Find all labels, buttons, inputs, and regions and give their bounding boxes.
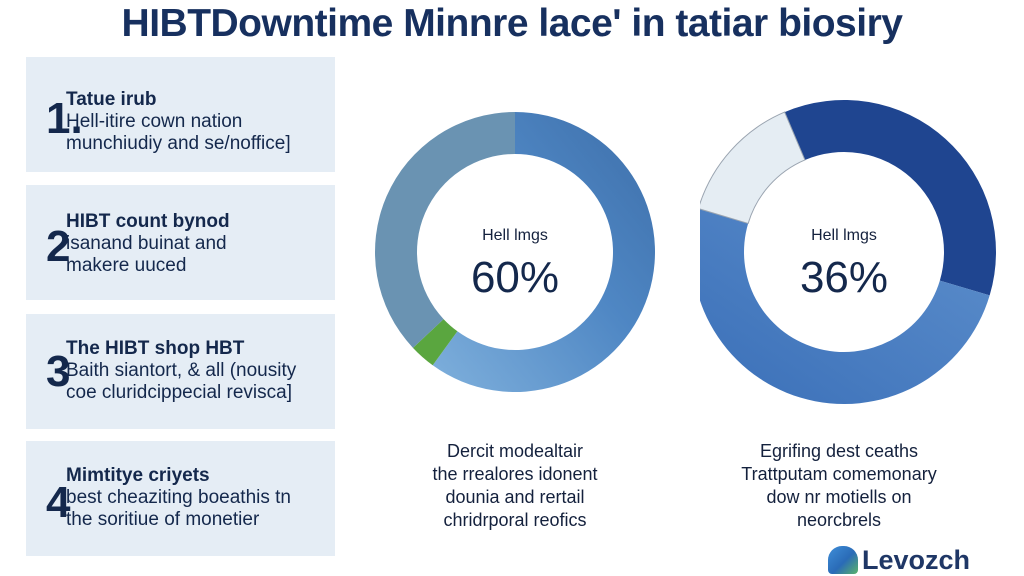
donut-center-label: Hell lmgs [482, 227, 548, 244]
donut-slice-dark-blue [784, 99, 996, 296]
donut-chart-2: Hell lmgs 36% [700, 99, 996, 404]
donut-center-value: 60% [471, 253, 559, 302]
panel-line: best cheaziting boeathis tn [66, 487, 291, 508]
logo-icon [828, 546, 858, 574]
donut-caption-1: Dercit modealtair the rrealores idonent … [365, 440, 665, 532]
donut-slice-grey-blue [375, 112, 515, 348]
caption-line: Dercit modealtair [446, 441, 584, 461]
panel-number: 4 [46, 478, 71, 527]
donut-slice-light [700, 111, 806, 225]
panel-title: Mimtitye criyets [66, 465, 210, 486]
caption-line: Egrifing dest ceaths [759, 441, 919, 461]
caption-line: Trattputam comemonary [741, 464, 937, 484]
panel-title: HIBT count bynod [66, 211, 230, 232]
donut-slice-green [412, 319, 458, 366]
caption-line: the rrealores idonent [432, 464, 598, 484]
info-panel-4: 4 Mimtitye criyets best cheaziting boeat… [26, 441, 335, 556]
panel-line: Hell-itire cown nation [66, 111, 243, 132]
page-title: HIBTDowntime Minnre lace' in tatiar bios… [121, 2, 903, 45]
panel-number: 2 [46, 222, 71, 271]
panel-number: 1. [46, 94, 83, 143]
donut-slice-blue [432, 112, 655, 392]
donut-caption-2: Egrifing dest ceaths Trattputam comemona… [689, 440, 989, 532]
donut-chart-1: Hell lmgs 60% [375, 112, 655, 392]
caption-line: dounia and rertail [445, 487, 585, 507]
panel-line: makere uuced [66, 255, 187, 276]
panel-number: 3 [46, 347, 71, 396]
caption-line: neorcbrels [796, 510, 882, 530]
panel-line: coe cluridcippecial revisca] [66, 382, 292, 403]
panel-title: Tatue irub [66, 89, 157, 110]
caption-line: chridrporal reofics [443, 510, 587, 530]
panel-line: the soritiue of monetier [66, 509, 260, 530]
info-panel-1: 1. Tatue irub Hell-itire cown nation mun… [26, 57, 335, 172]
info-panel-2: 2 HIBT count bynod isanand buinat and ma… [26, 185, 335, 300]
panel-line: Baith siantort, & all (nousity [66, 360, 297, 381]
brand-logo: Levozch [828, 544, 970, 576]
donut-slice-mid-blue [700, 209, 990, 404]
info-panel-3: 3 The HIBT shop HBT Baith siantort, & al… [26, 314, 335, 429]
panel-title: The HIBT shop HBT [66, 338, 245, 359]
donut-center-label: Hell lmgs [811, 227, 877, 244]
caption-line: dow nr motiells on [766, 487, 912, 507]
panel-line: isanand buinat and [66, 233, 227, 254]
panel-line: munchiudiy and se/noffice] [66, 133, 291, 154]
donut-center-value: 36% [800, 253, 888, 302]
logo-text: Levozch [862, 544, 971, 575]
